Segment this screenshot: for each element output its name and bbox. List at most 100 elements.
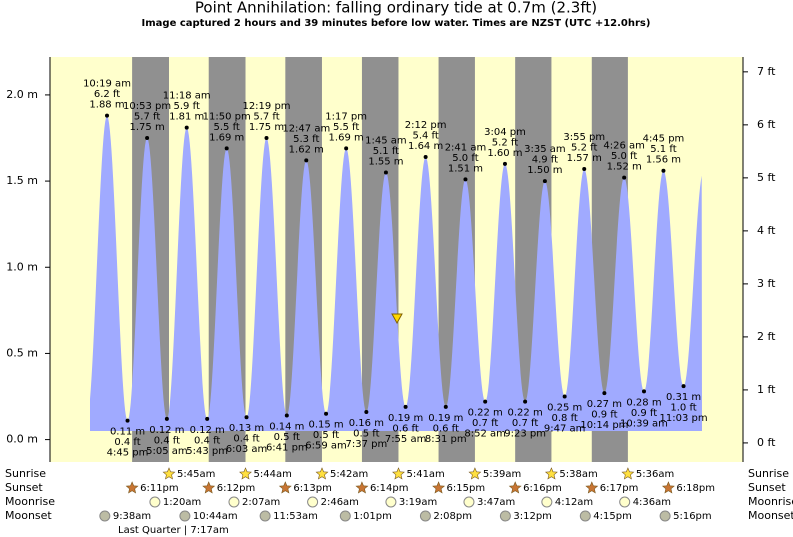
tide-point (304, 158, 309, 163)
moonset-time: 5:16pm (673, 511, 712, 522)
tide-time: 4:26 am (603, 141, 645, 152)
tide-height-m: 0.11 m (110, 427, 145, 438)
sunset-icon (661, 481, 675, 494)
sunset-time: 6:12pm (217, 483, 256, 494)
row-label: Sunset (5, 481, 43, 494)
sunrise-icon (621, 467, 635, 480)
tide-height-m: 0.27 m (587, 399, 622, 410)
sunset-icon (125, 481, 139, 494)
moonset-icon (419, 510, 431, 522)
moonrise-icon (228, 496, 240, 508)
moonrise-icon (463, 496, 475, 508)
row-label: Moonrise (748, 495, 793, 508)
tide-height-ft: 5.7 ft (134, 112, 160, 123)
tide-point (344, 146, 349, 151)
sunset-icon (355, 481, 369, 494)
moonset-time: 9:38am (113, 511, 151, 522)
tide-time: 10:39 am (620, 418, 668, 429)
row-label: Moonrise (5, 495, 55, 508)
tide-height-m: 0.16 m (349, 418, 384, 429)
tide-height-m: 0.31 m (666, 392, 701, 403)
tide-point (661, 168, 666, 173)
tide-height-m: 1.51 m (448, 163, 483, 174)
row-label: Sunrise (748, 467, 789, 480)
y-tick-label: 0.0 m (6, 433, 38, 446)
tide-height-ft: 0.9 ft (591, 410, 617, 421)
tide-time: 8:52 am (464, 429, 506, 440)
tide-height-ft: 4.9 ft (532, 155, 558, 166)
sunrise-time: 5:42am (330, 469, 368, 480)
tide-point (205, 416, 210, 421)
tide-height-ft: 5.2 ft (492, 137, 518, 148)
y2-tick-label: 3 ft (757, 277, 776, 290)
y-tick-label: 1.5 m (6, 174, 38, 187)
tide-time: 10:14 pm (580, 420, 628, 431)
tide-time: 11:18 am (163, 91, 211, 102)
chart-title: Point Annihilation: falling ordinary tid… (195, 0, 597, 17)
tide-point (264, 136, 269, 140)
tide-time: 10:53 pm (123, 101, 171, 112)
sunset-icon (508, 481, 522, 494)
sunset-icon (202, 481, 216, 494)
moonset-icon (499, 510, 511, 522)
y2-tick-label: 7 ft (757, 65, 776, 78)
sunrise-icon (544, 467, 558, 480)
tide-height-ft: 0.9 ft (631, 408, 657, 419)
row-label: Sunrise (5, 467, 46, 480)
tide-height-ft: 5.5 ft (333, 122, 359, 133)
moonset-time: 4:15pm (593, 511, 632, 522)
tide-height-ft: 0.6 ft (392, 423, 418, 434)
sunrise-time: 5:39am (483, 469, 521, 480)
tide-point (284, 413, 289, 418)
tide-height-ft: 0.5 ft (353, 429, 379, 440)
tide-height-ft: 0.5 ft (313, 430, 339, 441)
sunrise-time: 5:41am (406, 469, 444, 480)
tide-time: 9:23 pm (504, 429, 546, 440)
tide-time: 11:03 pm (660, 413, 708, 424)
row-label: Moonset (748, 509, 793, 522)
tide-time: 2:41 am (445, 142, 487, 153)
sunset-time: 6:16pm (523, 483, 562, 494)
sunset-time: 6:13pm (293, 483, 332, 494)
tide-height-m: 1.52 m (607, 162, 642, 173)
tide-height-m: 0.22 m (468, 408, 503, 419)
tide-point (602, 391, 607, 396)
tide-point (443, 404, 448, 409)
tide-height-ft: 0.4 ft (194, 435, 220, 446)
tide-point (681, 384, 686, 389)
tide-point (105, 113, 110, 118)
tide-time: 7:37 pm (345, 439, 387, 450)
tide-height-m: 1.56 m (646, 155, 681, 166)
current-level-marker (391, 313, 403, 324)
tide-height-ft: 5.3 ft (293, 134, 319, 145)
moonset-time: 1:01pm (353, 511, 392, 522)
tide-point (483, 399, 488, 404)
tide-point (383, 170, 388, 175)
tide-time: 9:47 am (544, 424, 586, 435)
tide-height-m: 1.62 m (289, 144, 324, 155)
y-tick-label: 2.0 m (6, 88, 38, 101)
moonrise-time: 4:12am (555, 497, 593, 508)
tide-point (184, 125, 189, 130)
sunset-icon (585, 481, 599, 494)
sunrise-time: 5:38am (559, 469, 597, 480)
tide-height-ft: 0.4 ft (154, 435, 180, 446)
tide-height-m: 0.12 m (190, 425, 225, 436)
tide-point (562, 394, 567, 399)
tide-time: 6:41 pm (266, 442, 308, 453)
moonset-icon (339, 510, 351, 522)
tide-time: 3:55 pm (563, 132, 605, 143)
moonset-time: 11:53am (273, 511, 318, 522)
tide-point (244, 415, 249, 420)
tide-area (90, 115, 702, 431)
tide-height-m: 1.57 m (567, 153, 602, 164)
moonset-icon (259, 510, 271, 522)
sunrise-icon (468, 467, 482, 480)
moonrise-icon (385, 496, 397, 508)
sunrise-icon (392, 467, 405, 480)
tide-height-ft: 5.2 ft (571, 143, 597, 154)
sunrise-time: 5:44am (254, 469, 292, 480)
tide-height-m: 1.75 m (130, 122, 165, 133)
tide-height-m: 0.28 m (626, 397, 661, 408)
tide-point (324, 411, 329, 416)
